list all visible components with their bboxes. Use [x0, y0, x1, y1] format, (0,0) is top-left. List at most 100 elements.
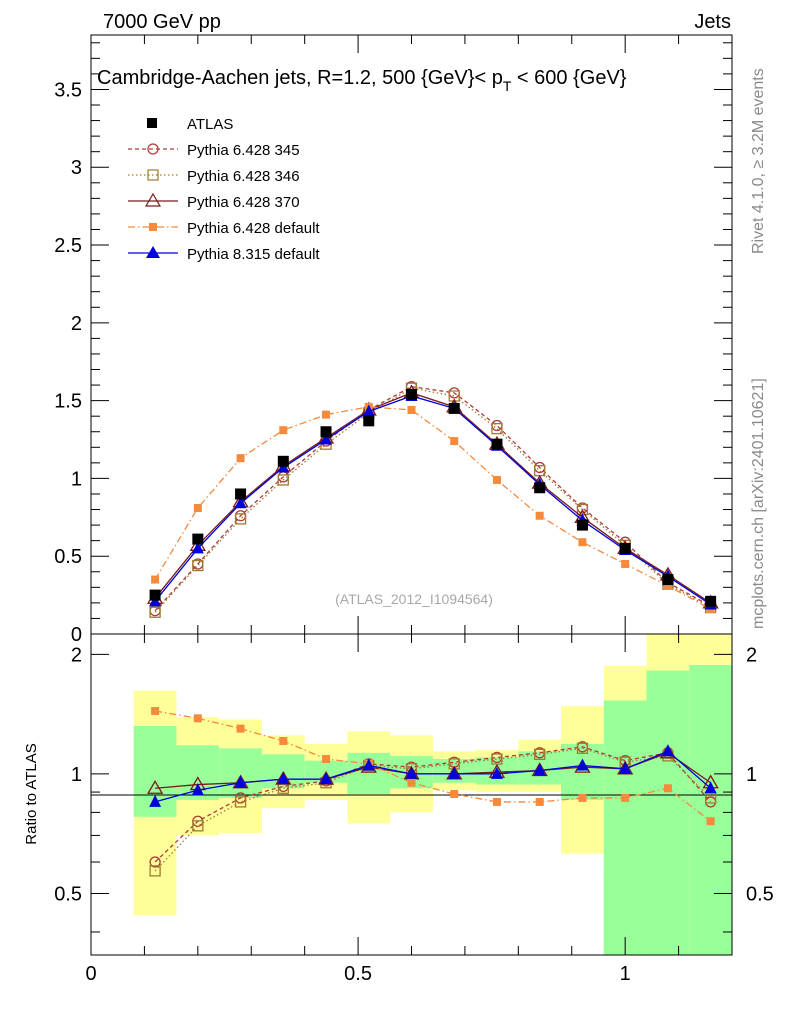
- ratio-axis-ticks: 0.5 0.5 1 1 2 2 0 0.5 1: [54, 634, 774, 985]
- data-point: [149, 606, 161, 618]
- y-tick-label: 2.5: [54, 235, 82, 257]
- data-point: [705, 595, 717, 607]
- data-point: [362, 758, 375, 771]
- data-point: [405, 766, 418, 779]
- data-point: [406, 388, 417, 400]
- series-line: [154, 746, 712, 863]
- data-point: [234, 496, 247, 509]
- data-point: [149, 794, 162, 807]
- data-point: [146, 779, 164, 794]
- y-tick-label: 1: [71, 468, 82, 490]
- data-point: [662, 574, 674, 586]
- data-point: [151, 706, 160, 715]
- series-line: [154, 387, 711, 613]
- y-tick-label: 3.5: [54, 79, 82, 101]
- ratio-series: [146, 706, 719, 877]
- data-point: [320, 432, 333, 445]
- legend-entry-346: Pythia 6.428 346: [128, 168, 300, 185]
- y-tick-label: 1.5: [54, 391, 82, 413]
- legend-entry-p6-default: Pythia 6.428 default: [128, 220, 320, 237]
- data-point: [149, 589, 161, 601]
- series-line: [154, 750, 712, 803]
- data-point: [663, 581, 672, 590]
- data-point: [363, 415, 375, 427]
- band-inner: [689, 664, 732, 955]
- data-point: [448, 766, 461, 779]
- data-point: [621, 559, 630, 568]
- data-point: [192, 559, 204, 572]
- ratio-y-tick-label-right: 1: [746, 764, 757, 786]
- data-point: [619, 542, 631, 554]
- data-point: [279, 426, 288, 435]
- series-line: [154, 392, 711, 604]
- legend-entry-p8-default: Pythia 8.315 default: [128, 246, 320, 263]
- data-point: [234, 510, 247, 522]
- data-point: [621, 793, 630, 802]
- header-left: 7000 GeV pp: [103, 11, 221, 33]
- band-inner: [646, 670, 690, 955]
- legend-label-p6-default: Pythia 6.428 default: [187, 220, 320, 237]
- data-point: [491, 419, 503, 432]
- main-series-pythia-6-428-346: [149, 382, 717, 618]
- data-point: [492, 797, 501, 806]
- main-series-pythia-6-428-370: [146, 384, 719, 609]
- data-point: [576, 742, 589, 754]
- data-point: [236, 454, 245, 463]
- main-axis-ticks: 0 0.5 1 1.5 2 2.5 3 3.5: [54, 35, 733, 646]
- series-line: [154, 395, 711, 605]
- legend-entry-atlas: ATLAS: [147, 116, 233, 133]
- data-point: [535, 797, 544, 806]
- data-point: [578, 538, 587, 547]
- data-point: [320, 426, 332, 438]
- data-point: [492, 475, 501, 484]
- data-point: [534, 461, 546, 474]
- data-point: [663, 784, 672, 793]
- main-series-pythia-6-428-345: [149, 380, 717, 617]
- data-point: [191, 783, 204, 796]
- legend-marker-370: [144, 192, 162, 207]
- y-tick-label: 0.5: [54, 546, 82, 568]
- band-inner: [219, 748, 262, 798]
- data-point: [491, 422, 503, 435]
- data-point: [151, 575, 160, 584]
- data-point: [706, 817, 715, 826]
- data-point: [450, 437, 459, 446]
- data-point: [277, 772, 290, 785]
- main-series-atlas: [149, 388, 717, 607]
- y-tick-label: 3: [71, 157, 82, 179]
- header-right: Jets: [694, 11, 731, 33]
- ratio-y-tick-label: 1: [71, 764, 82, 786]
- main-series: [146, 380, 719, 618]
- legend-marker-345: [147, 143, 159, 155]
- legend-label-p8-default: Pythia 8.315 default: [187, 246, 320, 263]
- series-line: [154, 710, 712, 822]
- data-point: [534, 748, 546, 760]
- data-point: [362, 404, 375, 417]
- y-tick-label: 0: [71, 624, 82, 646]
- data-point: [490, 766, 503, 779]
- data-point: [661, 744, 674, 757]
- legend: ATLAS Pythia 6.428 345 Pythia 6.428 346 …: [128, 116, 320, 263]
- data-point: [407, 778, 416, 787]
- data-point: [279, 737, 288, 746]
- series-line: [154, 747, 712, 872]
- data-point: [576, 758, 589, 771]
- rivet-label: Rivet 4.1.0, ≥ 3.2M events: [750, 68, 767, 254]
- analysis-watermark: (ATLAS_2012_I1094564): [335, 591, 493, 607]
- x-tick-label: 0: [85, 963, 96, 985]
- legend-label-atlas: ATLAS: [187, 116, 233, 133]
- data-point: [704, 796, 717, 808]
- data-point: [704, 781, 717, 794]
- ratio-y-tick-label-right: 2: [746, 644, 757, 666]
- legend-label-346: Pythia 6.428 346: [187, 168, 300, 185]
- ratio-series-pythia-8-315-default: [149, 744, 717, 807]
- main-series-pythia-8-315-default: [149, 388, 717, 610]
- data-point: [149, 865, 161, 877]
- data-point: [236, 724, 245, 733]
- x-tick-label: 1: [620, 963, 631, 985]
- data-point: [450, 789, 459, 798]
- legend-label-345: Pythia 6.428 345: [187, 142, 300, 159]
- data-point: [191, 541, 204, 554]
- data-point: [322, 755, 331, 764]
